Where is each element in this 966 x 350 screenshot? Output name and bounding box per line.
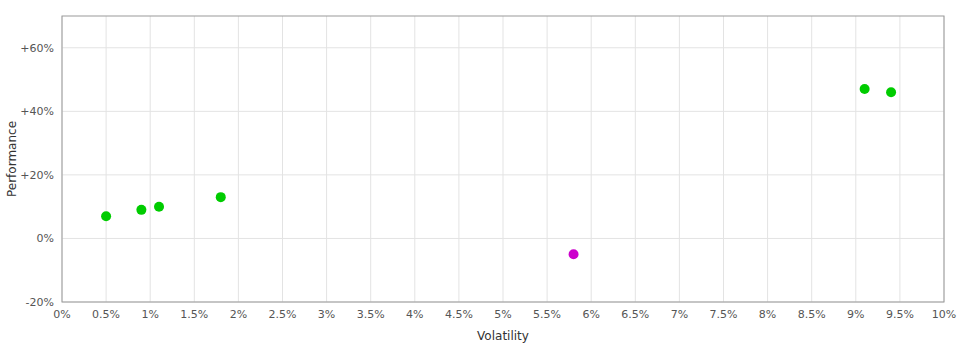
x-grid-line [150, 16, 151, 302]
x-grid-line [591, 16, 592, 302]
x-tick-label: 9.5% [886, 308, 914, 321]
x-grid-line [326, 16, 327, 302]
tick-labels: 0% 0.5% 1% 1.5% 2% 2.5% 3% 3.5% 4% 4.5% 5% 5.5% 6% 6.… [20, 42, 956, 321]
x-tick-label: 6.5% [621, 308, 649, 321]
x-grid-line [238, 16, 239, 302]
x-tick-label: 3% [318, 308, 335, 321]
scatter-point [101, 211, 111, 221]
x-tick-label: 1% [141, 308, 158, 321]
x-grid-line [811, 16, 812, 302]
x-grid-line [635, 16, 636, 302]
y-tick-label: +60% [20, 42, 54, 55]
chart-svg: 0% 0.5% 1% 1.5% 2% 2.5% 3% 3.5% 4% 4.5% 5% 5.5% 6% 6.… [0, 0, 966, 350]
x-tick-label: 0.5% [92, 308, 120, 321]
y-axis-label: Performance [5, 121, 19, 197]
plot-frame [62, 16, 944, 302]
x-tick-label: 6% [582, 308, 599, 321]
x-grid-line [414, 16, 415, 302]
scatter-point [886, 87, 896, 97]
x-grid-line [679, 16, 680, 302]
scatter-point [136, 205, 146, 215]
scatter-point [569, 249, 579, 259]
y-tick-label: -20% [26, 296, 54, 309]
x-tick-label: 2% [230, 308, 247, 321]
x-grid-line [723, 16, 724, 302]
series [569, 249, 579, 259]
x-tick-label: 9% [847, 308, 864, 321]
series [101, 84, 896, 221]
x-tick-label: 4.5% [445, 308, 473, 321]
x-grid-line [855, 16, 856, 302]
x-tick-label: 10% [932, 308, 956, 321]
points [101, 84, 896, 259]
x-grid-line [458, 16, 459, 302]
x-grid-line [899, 16, 900, 302]
x-tick-label: 1.5% [180, 308, 208, 321]
x-grid-line [503, 16, 504, 302]
x-grid-line [547, 16, 548, 302]
y-tick-label: +40% [20, 105, 54, 118]
x-tick-label: 7.5% [710, 308, 738, 321]
y-grid-line [62, 238, 944, 239]
x-tick-label: 8% [759, 308, 776, 321]
y-grid-line [62, 174, 944, 175]
x-grid-line [194, 16, 195, 302]
scatter-point [154, 202, 164, 212]
scatter-point [216, 192, 226, 202]
x-grid-line [767, 16, 768, 302]
y-grid-line [62, 111, 944, 112]
y-grid-line [62, 47, 944, 48]
y-tick-label: 0% [37, 232, 54, 245]
scatter-point [860, 84, 870, 94]
chart-container: 0% 0.5% 1% 1.5% 2% 2.5% 3% 3.5% 4% 4.5% 5% 5.5% 6% 6.… [0, 0, 966, 350]
y-tick-label: +20% [20, 169, 54, 182]
x-tick-label: 4% [406, 308, 423, 321]
x-grid-line [282, 16, 283, 302]
plot-area [62, 16, 944, 302]
x-tick-label: 8.5% [798, 308, 826, 321]
x-tick-label: 5.5% [533, 308, 561, 321]
x-tick-label: 3.5% [357, 308, 385, 321]
x-tick-label: 5% [494, 308, 511, 321]
x-tick-label: 0% [53, 308, 70, 321]
grid [62, 16, 944, 302]
x-grid-line [106, 16, 107, 302]
x-grid-line [370, 16, 371, 302]
x-tick-label: 7% [671, 308, 688, 321]
x-tick-label: 2.5% [269, 308, 297, 321]
x-axis-label: Volatility [477, 329, 529, 343]
